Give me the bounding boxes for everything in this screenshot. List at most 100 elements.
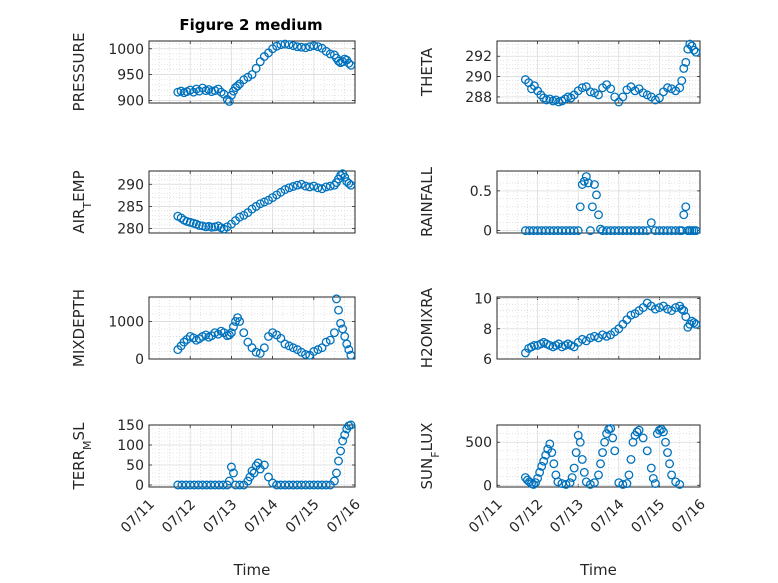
data-point <box>292 42 302 52</box>
data-point <box>545 439 555 449</box>
data-point <box>596 224 605 234</box>
data-point <box>284 183 294 193</box>
data-point <box>561 479 571 489</box>
data-point <box>301 350 311 359</box>
data-point <box>665 459 674 469</box>
axes-border <box>148 424 356 488</box>
data-point <box>288 343 298 353</box>
data-point <box>646 218 656 228</box>
data-point <box>691 319 701 329</box>
data-point <box>610 446 620 456</box>
y-tick-label: 292 <box>465 49 492 65</box>
y-axis-label: RAINFALL <box>418 166 436 237</box>
data-point <box>229 322 238 332</box>
data-point <box>638 433 648 443</box>
y-tick-label: 280 <box>117 222 144 238</box>
data-point <box>201 330 211 340</box>
subplot-1: 900 950 1000 PRESSURE <box>70 33 356 112</box>
axes-border <box>148 40 356 104</box>
data-point <box>671 226 681 236</box>
data-point <box>606 423 616 433</box>
data-point <box>654 303 664 313</box>
data-point <box>626 454 636 464</box>
data-point <box>567 473 577 482</box>
data-point <box>592 190 601 200</box>
y-tick-label: 1000 <box>108 314 144 330</box>
data-point <box>309 41 319 51</box>
data-point <box>226 328 236 338</box>
data-point <box>179 337 189 347</box>
data-point <box>594 90 603 100</box>
data-point <box>577 83 587 93</box>
data-point <box>284 40 294 50</box>
x-tick-label: 07/12 <box>507 497 547 537</box>
y-axis-label: AIRTEMP <box>70 170 94 233</box>
data-point <box>272 41 282 51</box>
data-point <box>598 448 608 458</box>
data-point <box>577 334 587 344</box>
data-point <box>646 463 656 473</box>
data-point <box>573 226 583 236</box>
y-tick-label: 900 <box>117 93 144 109</box>
y-tick-label: 150 <box>117 418 144 434</box>
data-point <box>338 57 348 67</box>
data-point <box>594 470 603 480</box>
data-point <box>292 180 302 190</box>
y-axis-label: THETA <box>418 47 436 97</box>
data-point <box>677 304 687 314</box>
data-point <box>325 335 335 345</box>
data-point <box>313 183 323 193</box>
y-axis-label: MIXDEPTH <box>70 289 88 367</box>
data-point <box>280 185 290 195</box>
x-tick-label: 07/14 <box>242 496 282 536</box>
y-tick-label: 290 <box>117 177 144 193</box>
data-point <box>317 184 327 194</box>
data-point <box>663 83 672 93</box>
subplot-5: 0 1000 MIXDEPTH <box>70 289 356 368</box>
data-point <box>329 328 339 338</box>
data-point <box>589 331 599 341</box>
data-point <box>251 347 261 357</box>
data-point <box>296 42 306 52</box>
data-point <box>235 316 245 326</box>
data-point <box>596 459 605 469</box>
figure-title: Figure 2 medium <box>179 16 322 34</box>
data-point <box>259 343 269 353</box>
data-point <box>581 172 591 182</box>
data-point <box>194 221 204 230</box>
data-point <box>656 424 666 434</box>
data-point <box>224 330 234 340</box>
axes-border <box>148 170 356 234</box>
x-tick-label: 07/13 <box>200 497 240 537</box>
subplot-8: 0 500 SUNFLUX 07/11 07/12 07/13 07/14 07/15 07/1… <box>418 423 709 579</box>
data-point <box>571 448 581 458</box>
data-point <box>288 182 298 191</box>
data-point <box>529 479 538 489</box>
y-axis-label: PRESSURE <box>70 33 88 112</box>
data-point <box>589 180 599 189</box>
data-point <box>529 340 539 350</box>
data-point <box>338 436 348 446</box>
data-point <box>268 478 278 488</box>
data-point <box>334 56 343 66</box>
y-tick-label: 0 <box>135 478 144 494</box>
data-point <box>681 202 691 212</box>
data-point <box>553 477 563 487</box>
data-point <box>679 63 689 73</box>
y-axis-label: TERRMSL <box>70 422 94 491</box>
data-point <box>309 181 319 191</box>
x-tick-label: 07/11 <box>118 497 158 537</box>
data-point <box>288 41 298 51</box>
y-tick-label: 1000 <box>108 42 144 58</box>
data-point <box>235 212 245 222</box>
data-point <box>346 60 356 70</box>
data-point <box>533 473 543 483</box>
y-tick-label: 0 <box>483 478 492 494</box>
data-point <box>642 446 652 456</box>
data-point <box>284 341 294 351</box>
axes-border <box>496 40 701 104</box>
data-point <box>229 468 238 478</box>
data-point <box>336 318 346 328</box>
data-point <box>224 476 234 486</box>
data-point <box>689 45 699 55</box>
